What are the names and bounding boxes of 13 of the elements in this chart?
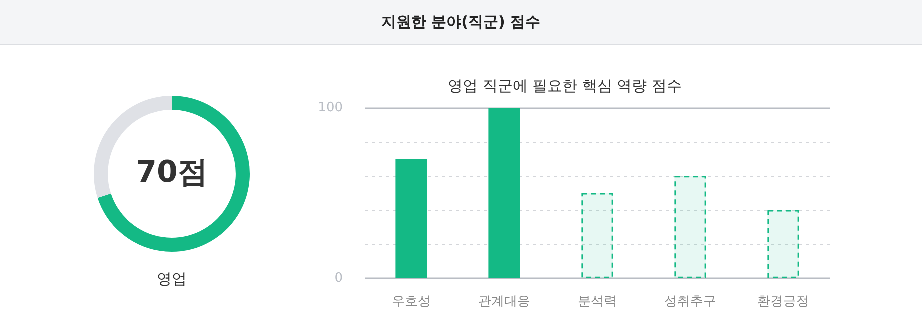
- text: 지원한 분야(직군) 점수: [0, 0, 922, 44]
- bar: [396, 159, 428, 278]
- chart-title: 영업 직군에 필요한 핵심 역량 점수: [448, 76, 682, 95]
- x-tick-label: 환경긍정: [758, 294, 810, 310]
- x-tick-label: 관계대응: [478, 294, 530, 310]
- y-tick-label: 100: [318, 100, 343, 116]
- x-tick-label: 분석력: [578, 294, 617, 310]
- y-tick-label: 0: [334, 270, 343, 286]
- text: 영업: [156, 270, 188, 289]
- x-tick-label: 성취추구: [664, 294, 716, 310]
- x-tick-label: 우호성: [392, 294, 431, 310]
- text: 70점: [136, 154, 208, 190]
- bar: [488, 108, 520, 278]
